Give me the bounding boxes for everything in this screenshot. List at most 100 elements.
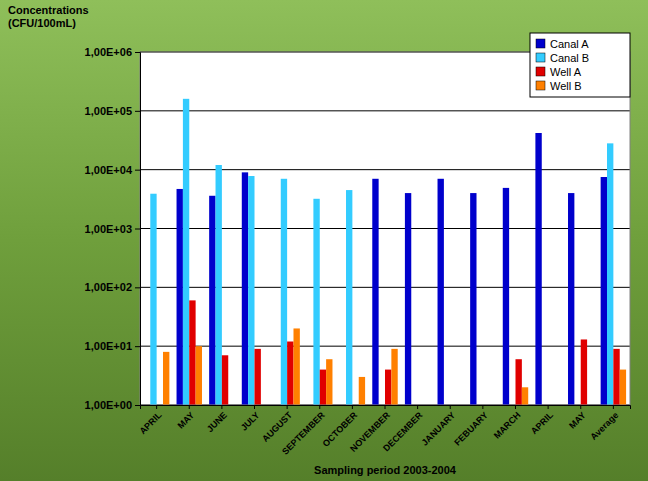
- bar: [515, 359, 521, 405]
- bar: [216, 165, 222, 405]
- tick: AUGUST: [260, 405, 294, 444]
- grid-line: [140, 169, 630, 170]
- bar: [438, 179, 444, 405]
- bar: [196, 346, 202, 405]
- bar: [255, 349, 261, 405]
- legend-label: Well A: [550, 66, 582, 78]
- tick-mark: [613, 405, 614, 409]
- tick-label: MAY: [567, 410, 588, 431]
- bar: [209, 196, 215, 405]
- tick-label: 1,00E+00: [85, 399, 132, 411]
- bar: [189, 300, 195, 405]
- tick: APRIL: [529, 405, 556, 436]
- bar: [391, 349, 397, 405]
- tick: JULY: [239, 405, 262, 433]
- bar: [620, 370, 626, 405]
- legend: Canal A Canal B Well A Well B: [530, 33, 630, 97]
- tick-label: JULY: [239, 410, 262, 433]
- legend-swatch: [536, 39, 545, 48]
- bar: [163, 352, 169, 405]
- plot-frame: [140, 52, 630, 405]
- tick: 1,00E+01: [85, 340, 140, 352]
- chart: 1,00E+001,00E+011,00E+021,00E+031,00E+04…: [0, 0, 648, 481]
- grid-line: [140, 110, 630, 111]
- tick-label: 1,00E+01: [85, 340, 132, 352]
- tick: Average: [588, 405, 620, 442]
- tick-mark: [450, 405, 451, 409]
- bar: [470, 193, 476, 405]
- bar: [222, 355, 228, 405]
- bar: [313, 199, 319, 405]
- bar: [385, 370, 391, 405]
- tick-label: SEPTEMBER: [280, 410, 327, 457]
- bar: [183, 99, 189, 405]
- bar: [248, 176, 254, 405]
- tick-mark: [135, 229, 140, 230]
- bar: [359, 377, 365, 405]
- legend-label: Well B: [550, 80, 582, 92]
- tick-label: AUGUST: [260, 410, 294, 444]
- tick: MARCH: [492, 405, 523, 441]
- tick-mark: [254, 405, 255, 409]
- tick: DECEMBER: [381, 405, 425, 454]
- grid: [140, 52, 630, 405]
- tick: FEBUARY: [452, 405, 490, 448]
- bar: [503, 188, 509, 405]
- bar: [320, 370, 326, 405]
- tick-mark: [135, 405, 140, 406]
- tick-mark: [352, 405, 353, 409]
- tick: 1,00E+06: [85, 46, 140, 58]
- legend-label: Canal B: [550, 52, 589, 64]
- tick-label: 1,00E+02: [85, 281, 132, 293]
- tick-label: JANUARY: [420, 410, 458, 448]
- legend-label: Canal A: [550, 38, 589, 50]
- tick-label: Average: [588, 410, 620, 442]
- tick-mark: [135, 346, 140, 347]
- tick: APRIL: [137, 405, 164, 436]
- bar: [535, 133, 541, 405]
- bar: [568, 193, 574, 405]
- tick-mark: [135, 52, 140, 53]
- tick: MAY: [176, 405, 197, 431]
- legend-swatch: [536, 53, 545, 62]
- tick: MAY: [567, 405, 588, 431]
- tick-mark: [515, 405, 516, 409]
- bar: [372, 179, 378, 405]
- bar: [607, 143, 613, 405]
- y-axis: 1,00E+001,00E+011,00E+021,00E+031,00E+04…: [85, 46, 141, 411]
- tick-mark: [548, 405, 549, 409]
- x-axis-title: Sampling period 2003-2004: [314, 464, 457, 476]
- bar: [405, 193, 411, 405]
- tick-label: APRIL: [529, 410, 556, 437]
- tick-label: FEBUARY: [452, 410, 490, 448]
- bar: [281, 179, 287, 405]
- tick-mark: [156, 405, 157, 409]
- tick: 1,00E+05: [85, 105, 140, 117]
- tick-mark: [482, 405, 483, 409]
- tick-label: 1,00E+06: [85, 46, 132, 58]
- tick-mark: [580, 405, 581, 409]
- tick-mark: [385, 405, 386, 409]
- tick-mark: [221, 405, 222, 409]
- bar: [613, 349, 619, 405]
- legend-swatch: [536, 81, 545, 90]
- bar: [346, 190, 352, 405]
- bar: [581, 339, 587, 405]
- tick-label: MARCH: [492, 410, 523, 441]
- bar: [242, 172, 248, 405]
- legend-box: [530, 33, 630, 97]
- tick: 1,00E+03: [85, 223, 140, 235]
- tick: 1,00E+02: [85, 281, 140, 293]
- x-axis: APRILMAYJUNEJULYAUGUSTSEPTEMBEROCTOBERNO…: [137, 405, 630, 457]
- tick: JUNE: [205, 405, 229, 434]
- tick-label: JUNE: [205, 410, 229, 434]
- bar: [601, 177, 607, 405]
- plot-area: [140, 52, 630, 405]
- legend-swatch: [536, 67, 545, 76]
- tick-label: 1,00E+03: [85, 223, 132, 235]
- bar: [522, 387, 528, 405]
- tick-label: APRIL: [137, 410, 164, 437]
- bar: [150, 194, 156, 405]
- tick-mark: [417, 405, 418, 409]
- tick-label: DECEMBER: [381, 410, 425, 454]
